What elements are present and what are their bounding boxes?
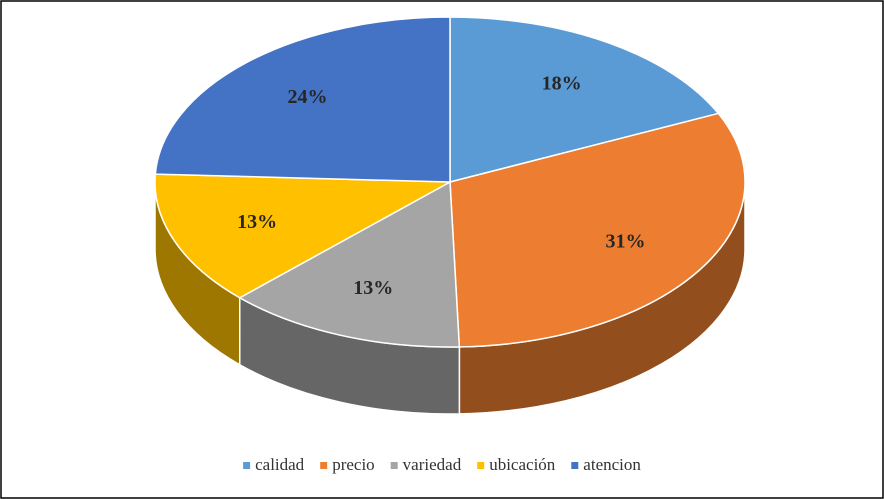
slice	[238, 180, 461, 348]
legend-swatch	[571, 462, 579, 469]
legend-swatch	[320, 462, 328, 469]
slice	[449, 112, 746, 348]
legend-label: calidad	[255, 455, 305, 474]
value-label: 18%	[542, 72, 582, 94]
slice	[449, 16, 720, 183]
value-label: 13%	[353, 277, 393, 299]
legend-label: variedad	[403, 455, 462, 474]
legend-swatch	[390, 462, 398, 469]
legend-swatch	[243, 462, 251, 469]
legend-label: precio	[332, 455, 374, 474]
slice	[154, 16, 451, 183]
value-label: 31%	[605, 230, 645, 252]
legend-label: atencion	[583, 455, 641, 474]
legend-swatch	[477, 462, 485, 469]
legend-label: ubicación	[489, 455, 556, 474]
slice	[154, 173, 453, 299]
legend: calidad precio variedad ubicación atencion	[243, 455, 641, 474]
value-label: 13%	[237, 211, 277, 233]
value-label: 24%	[287, 86, 327, 108]
